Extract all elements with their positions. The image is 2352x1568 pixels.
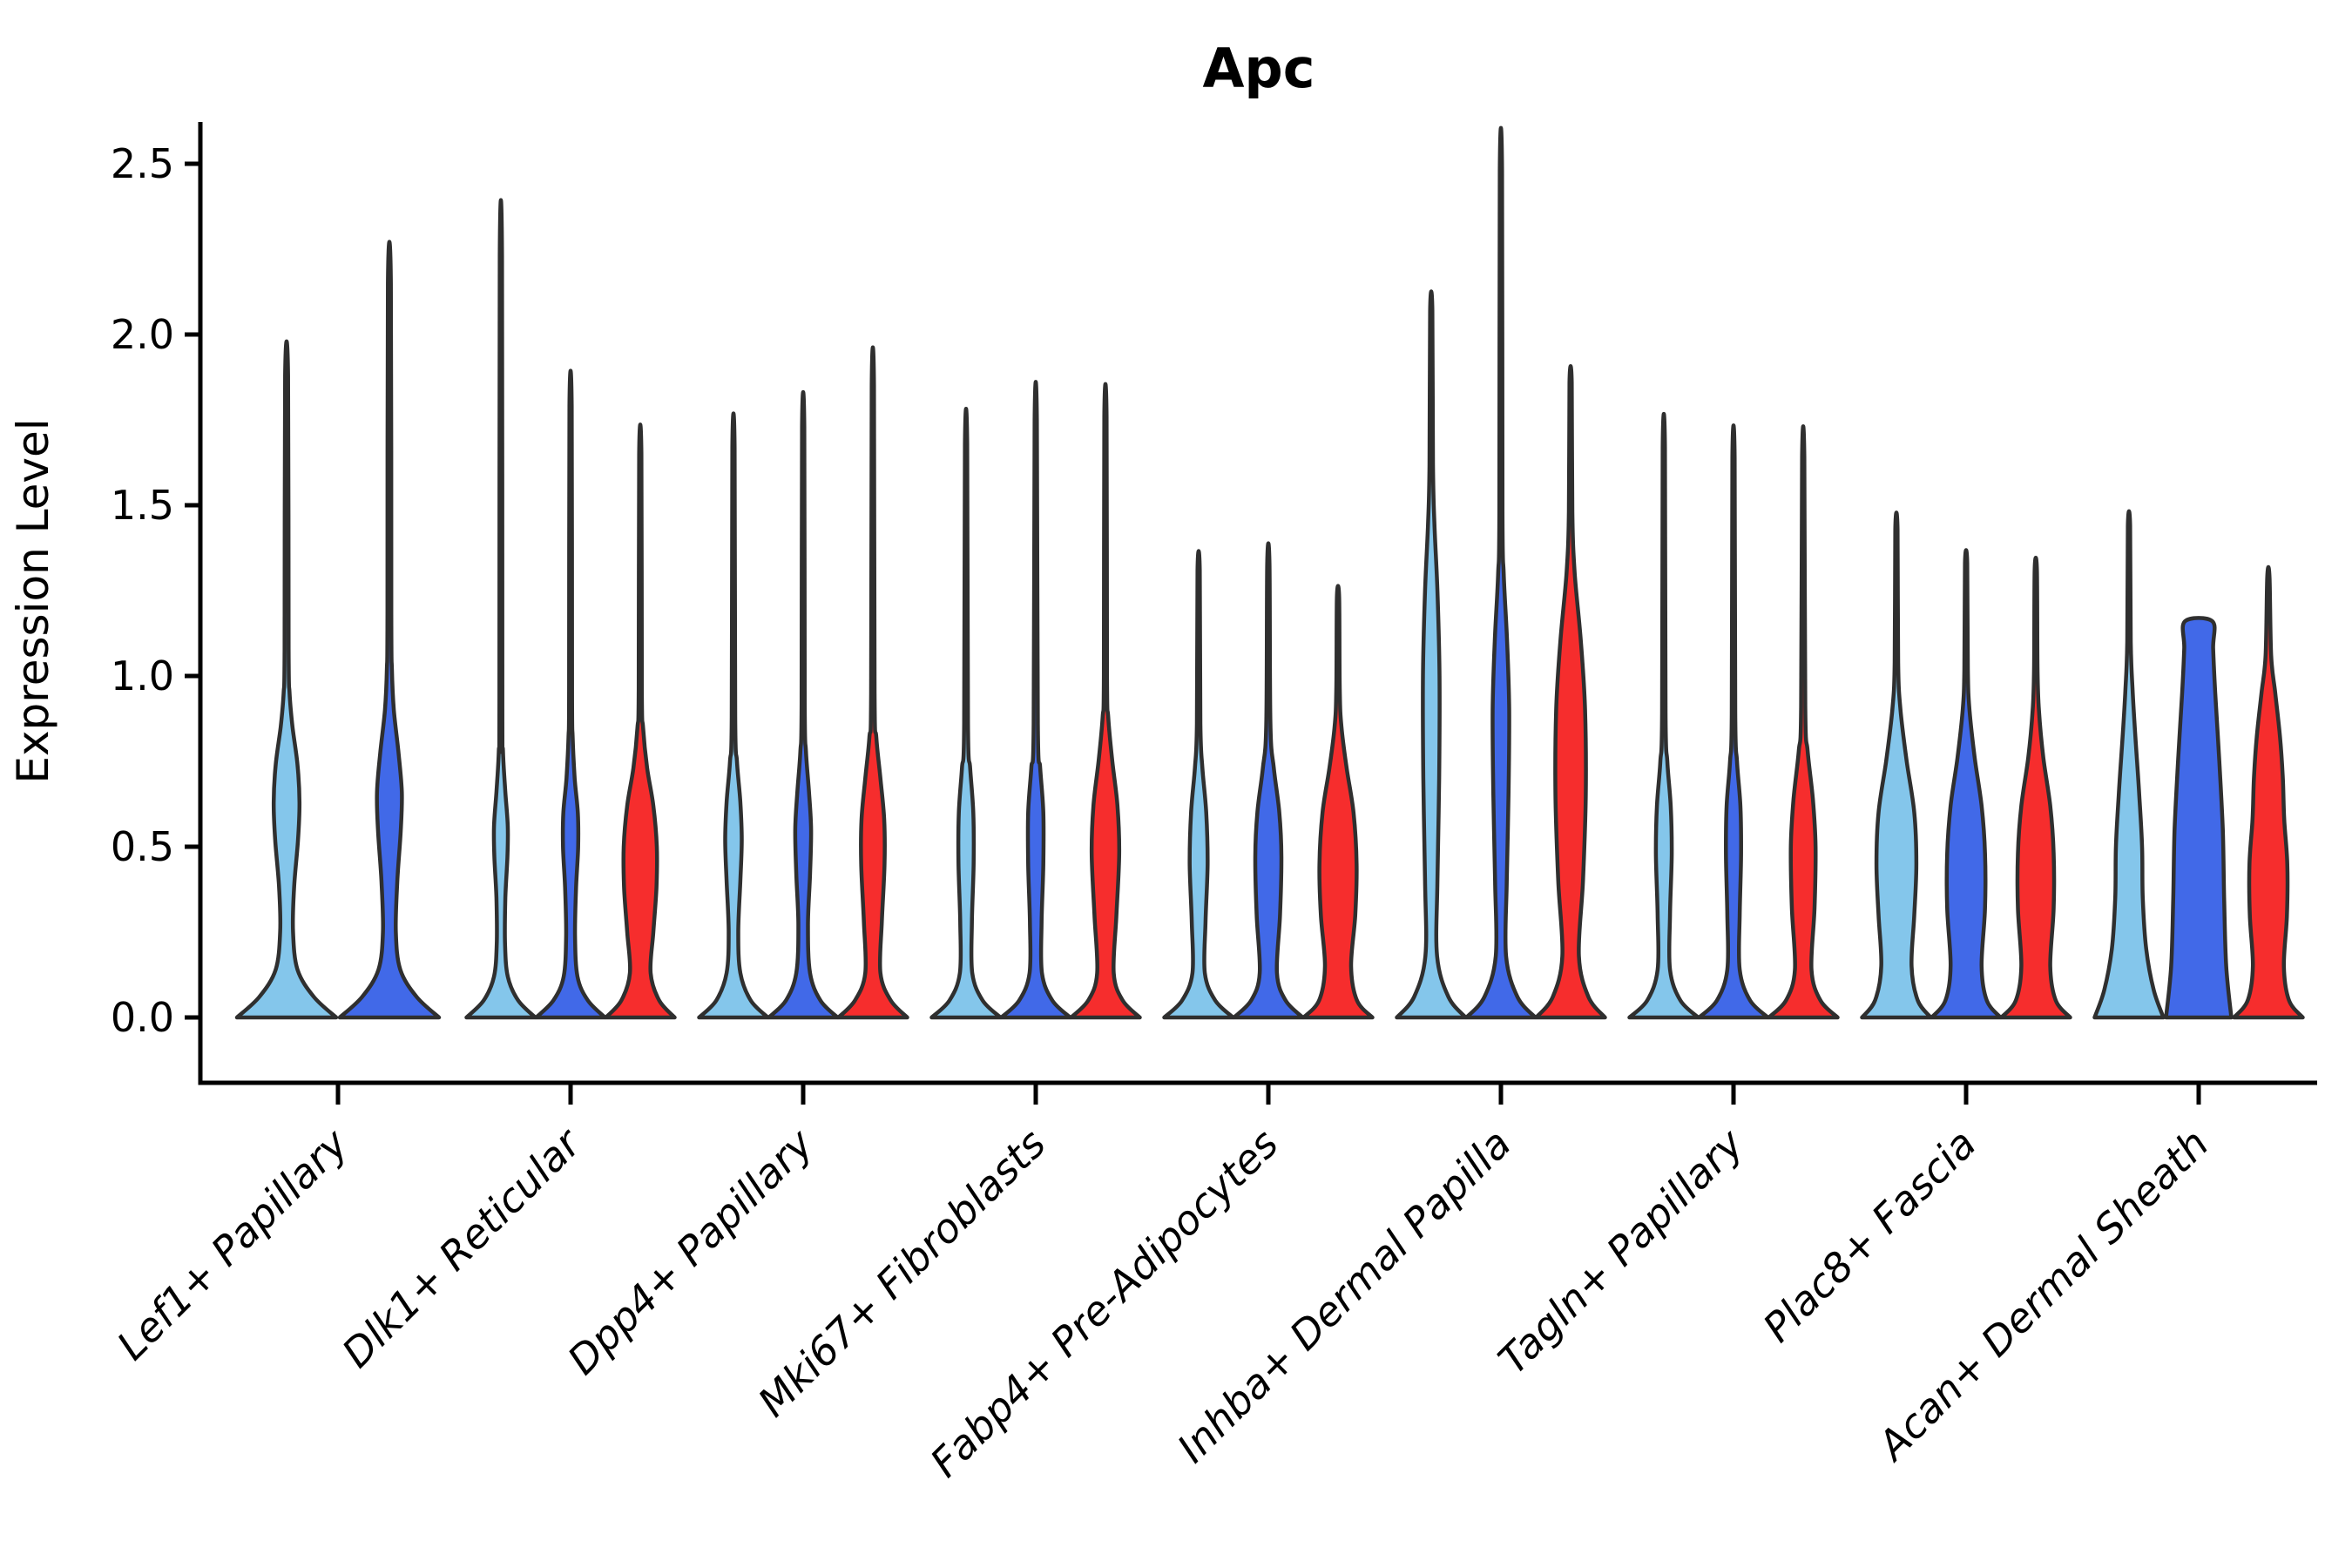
chart-title: Apc xyxy=(1202,37,1315,100)
violin-group-fabp4-pre-adipocytes xyxy=(1162,541,1375,1020)
violin-light-blue xyxy=(929,407,1003,1020)
violin-light-blue xyxy=(697,411,770,1020)
violin-dark-blue xyxy=(1464,125,1538,1020)
violin-light-blue xyxy=(1395,289,1468,1020)
violin-light-blue xyxy=(2092,509,2166,1020)
y-tick-label: 1.5 xyxy=(111,482,174,529)
violin-dark-blue xyxy=(337,240,442,1020)
plot-area xyxy=(234,125,2305,1020)
violin-red xyxy=(604,422,677,1020)
violin-group-tagln-papillary xyxy=(1627,412,1840,1020)
y-tick-label: 2.0 xyxy=(111,311,174,358)
violin-group-inhba-dermal-papilla xyxy=(1395,125,1607,1020)
violin-red xyxy=(836,345,909,1020)
violin-light-blue xyxy=(1162,549,1235,1020)
violin-light-blue xyxy=(234,339,339,1020)
violin-group-dpp4-papillary xyxy=(697,345,909,1020)
violin-group-mki67-fibroblasts xyxy=(929,380,1142,1020)
x-tick-label: Dpp4+ Papillary xyxy=(558,1119,822,1383)
violin-red xyxy=(1767,424,1840,1020)
violin-dark-blue xyxy=(999,380,1072,1020)
violin-dark-blue xyxy=(1697,423,1770,1020)
x-tick-label: Dlk1+ Reticular xyxy=(333,1118,591,1376)
y-tick-label: 0.5 xyxy=(111,823,174,870)
violin-group-plac8-fascia xyxy=(1860,510,2072,1020)
violin-group-acan-dermal-sheath xyxy=(2092,509,2305,1020)
violin-group-dlk1-reticular xyxy=(464,198,677,1020)
violin-light-blue xyxy=(1860,510,1933,1020)
violin-light-blue xyxy=(464,198,537,1020)
violin-dark-blue xyxy=(1232,541,1305,1020)
x-tick-label: Tagln+ Papillary xyxy=(1489,1119,1753,1383)
violin-dark-blue xyxy=(1930,548,2003,1020)
violin-red xyxy=(1534,364,1607,1020)
violin-dark-blue xyxy=(767,390,840,1020)
violin-red xyxy=(1999,556,2072,1020)
violin-group-lef1-papillary xyxy=(234,240,442,1020)
violin-dark-blue xyxy=(534,368,607,1020)
x-tick-label: Lef1+ Papillary xyxy=(108,1119,357,1369)
violin-red xyxy=(2232,564,2305,1020)
violin-dark-blue xyxy=(2164,616,2234,1020)
violin-light-blue xyxy=(1627,412,1700,1020)
y-tick-label: 2.5 xyxy=(111,140,174,187)
y-tick-label: 0.0 xyxy=(111,994,174,1041)
violin-red xyxy=(1301,584,1375,1020)
axes xyxy=(185,122,2317,1105)
violin-red xyxy=(1069,382,1142,1020)
y-tick-label: 1.0 xyxy=(111,652,174,700)
x-tick-label: Plac8+ Fascia xyxy=(1754,1120,1984,1351)
y-axis-label: Expression Level xyxy=(8,418,58,783)
